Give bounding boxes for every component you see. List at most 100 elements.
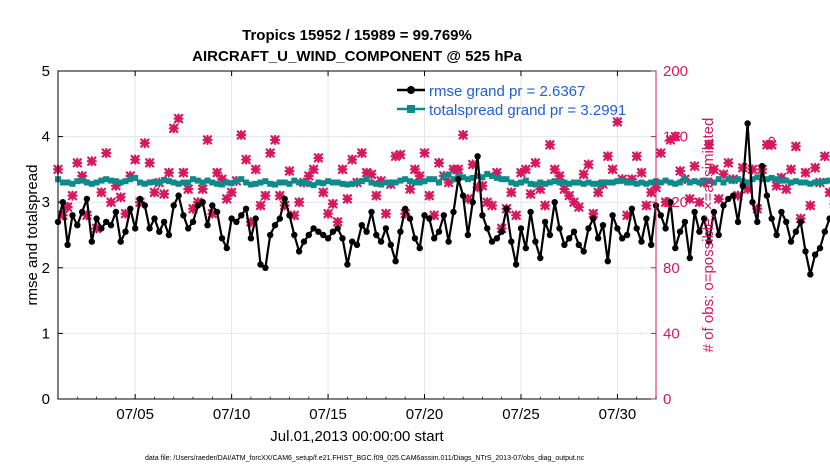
y-left-tick-label: 2 (42, 260, 50, 277)
totalspread-point (537, 179, 544, 186)
totalspread-point (691, 178, 698, 185)
rmse-point (78, 208, 86, 216)
totalspread-point (754, 174, 761, 181)
totalspread-point (571, 179, 577, 186)
rmse-point (185, 225, 192, 232)
totalspread-point (508, 179, 515, 186)
obs-assimilated-point (221, 193, 232, 204)
obs-assimilated-point (245, 216, 256, 227)
totalspread-point (392, 179, 399, 186)
totalspread-point (339, 180, 346, 187)
obs-assimilated-point (564, 190, 575, 201)
totalspread-point (402, 176, 409, 183)
totalspread-point (792, 178, 799, 185)
rmse-point (686, 254, 693, 262)
totalspread-point (180, 179, 187, 186)
rmse-point (599, 222, 607, 229)
obs-assimilated-point (260, 190, 271, 201)
obs-assimilated-point (192, 197, 203, 208)
obs-assimilated-point (361, 167, 372, 178)
rmse-point (397, 228, 404, 235)
obs-assimilated-point (96, 187, 107, 198)
obs-assimilated-point (559, 184, 570, 195)
obs-assimilated-point (486, 200, 498, 211)
obs-assimilated-point (568, 197, 580, 208)
rmse-point (421, 212, 428, 219)
rmse-point (488, 238, 496, 245)
totalspread-point (585, 179, 592, 186)
obs-assimilated-point (588, 208, 599, 219)
rmse-point (676, 228, 684, 235)
obs-assimilated-point (462, 193, 473, 204)
totalspread-point (638, 179, 645, 186)
totalspread-point (151, 178, 158, 185)
totalspread-point (74, 178, 81, 185)
totalspread-point (469, 174, 476, 181)
obs-assimilated-point (419, 147, 430, 159)
x-tick-label: 07/20 (406, 406, 444, 423)
obs-assimilated-point (144, 157, 155, 168)
totalspread-point (170, 179, 177, 186)
totalspread-point (175, 180, 182, 187)
totalspread-point (416, 179, 423, 186)
y-right-tick-label: 200 (663, 63, 688, 80)
obs-assimilated-point (178, 167, 189, 178)
rmse-point (580, 248, 587, 255)
obs-assimilated-point (390, 151, 401, 162)
obs-assimilated-point (636, 167, 647, 178)
obs-assimilated-point (327, 198, 338, 209)
rmse-point (247, 235, 255, 242)
obs-assimilated-point (491, 167, 502, 178)
obs-assimilated-point (535, 184, 546, 195)
rmse-point (411, 235, 419, 242)
totalspread-point (378, 181, 385, 188)
rmse-point (291, 231, 298, 239)
totalspread-point (474, 173, 481, 179)
obs-assimilated-point (376, 175, 387, 186)
obs-assimilated-point (81, 210, 92, 221)
obs-assimilated-point (506, 187, 517, 198)
obs-assimilated-point (742, 184, 753, 195)
totalspread-point (763, 176, 770, 183)
rmse-point (233, 218, 240, 226)
obs-assimilated-point (274, 190, 285, 201)
rmse-point (797, 218, 804, 226)
rmse-point (594, 235, 602, 242)
obs-assimilated-point (641, 200, 652, 211)
rmse-point (590, 215, 597, 222)
totalspread-point (83, 179, 90, 186)
rmse-point (619, 235, 626, 242)
rmse-point (744, 120, 751, 127)
obs-assimilated-point (380, 208, 391, 219)
rmse-point (363, 228, 370, 235)
obs-assimilated-point (366, 169, 377, 180)
obs-assimilated-point (308, 164, 319, 175)
totalspread-point (503, 176, 510, 183)
obs-assimilated-point (173, 113, 184, 124)
obs-assimilated-point (72, 157, 83, 168)
rmse-point (715, 231, 722, 239)
rmse-point (257, 261, 264, 268)
obs-assimilated-point (332, 216, 343, 227)
totalspread-point (489, 173, 495, 179)
totalspread-point (190, 176, 196, 183)
x-tick-label: 07/15 (309, 406, 347, 423)
rmse-point (98, 225, 105, 232)
totalspread-point (759, 176, 766, 183)
totalspread-point (778, 177, 785, 184)
obs-assimilated-point (409, 164, 420, 175)
totalspread-point (98, 177, 105, 184)
obs-assimilated-point (62, 202, 73, 213)
obs-assimilated-point (120, 208, 131, 219)
rmse-point (358, 222, 365, 229)
totalspread-point (542, 180, 549, 187)
rmse-point (730, 192, 737, 199)
rmse-point (464, 231, 472, 239)
rmse-point (204, 222, 211, 229)
rmse-point (382, 225, 390, 232)
rmse-point (93, 215, 100, 222)
rmse-point (749, 199, 756, 206)
totalspread-point (566, 180, 573, 187)
x-axis-label: Jul.01,2013 00:00:00 start (270, 428, 444, 445)
